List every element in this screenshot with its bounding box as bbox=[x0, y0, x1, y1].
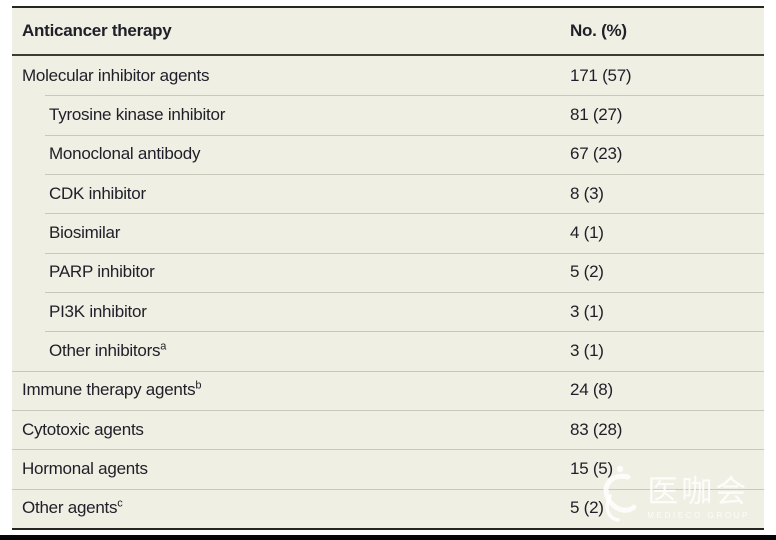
header-anticancer-therapy: Anticancer therapy bbox=[22, 21, 172, 40]
anticancer-therapy-table: Anticancer therapy No. (%) Molecular inh… bbox=[12, 6, 764, 530]
row-value: 24 (8) bbox=[570, 380, 613, 400]
row-label-text: Cytotoxic agents bbox=[22, 419, 144, 439]
row-label-text: Molecular inhibitor agents bbox=[22, 65, 210, 85]
table-row: Molecular inhibitor agents 171 (57) bbox=[12, 56, 764, 95]
row-label-sup: b bbox=[195, 379, 202, 392]
table-row: Other agentsc 5 (2) bbox=[12, 488, 764, 528]
table-header-row: Anticancer therapy No. (%) bbox=[12, 8, 764, 56]
row-label: PARP inhibitor bbox=[12, 262, 570, 282]
row-label-sup: a bbox=[160, 340, 167, 353]
row-value: 3 (1) bbox=[570, 340, 604, 360]
row-value: 83 (28) bbox=[570, 419, 623, 439]
row-label: Molecular inhibitor agents bbox=[12, 66, 570, 86]
row-label-text: Tyrosine kinase inhibitor bbox=[49, 104, 226, 124]
table-row: CDK inhibitor 8 (3) bbox=[12, 173, 764, 213]
row-label-text: Other agents bbox=[22, 498, 118, 518]
row-label-text: PI3K inhibitor bbox=[49, 301, 147, 321]
table-row: Hormonal agents 15 (5) bbox=[12, 449, 764, 488]
row-label: CDK inhibitor bbox=[12, 184, 570, 204]
row-value: 171 (57) bbox=[570, 65, 632, 85]
row-value: 4 (1) bbox=[570, 222, 604, 242]
table-row: Other inhibitorsa 3 (1) bbox=[12, 331, 764, 370]
table-row: Cytotoxic agents 83 (28) bbox=[12, 409, 764, 449]
row-label-text: PARP inhibitor bbox=[49, 262, 155, 282]
row-label-text: CDK inhibitor bbox=[49, 183, 146, 203]
row-label-text: Immune therapy agents bbox=[22, 380, 196, 400]
row-value: 15 (5) bbox=[570, 458, 613, 478]
row-label: Immune therapy agentsb bbox=[12, 380, 570, 400]
row-value: 81 (27) bbox=[570, 104, 623, 124]
table-row: PARP inhibitor 5 (2) bbox=[12, 252, 764, 292]
table-body: Molecular inhibitor agents 171 (57) Tyro… bbox=[12, 56, 764, 528]
row-label: Other agentsc bbox=[12, 498, 570, 518]
row-label: Hormonal agents bbox=[12, 459, 570, 479]
row-label-text: Other inhibitors bbox=[49, 340, 161, 360]
row-value: 8 (3) bbox=[570, 183, 604, 203]
table-row: Tyrosine kinase inhibitor 81 (27) bbox=[12, 95, 764, 134]
row-label: PI3K inhibitor bbox=[12, 302, 570, 322]
row-value: 67 (23) bbox=[570, 144, 623, 164]
table-row: Monoclonal antibody 67 (23) bbox=[12, 134, 764, 174]
row-label-sup: c bbox=[117, 497, 123, 510]
row-value: 3 (1) bbox=[570, 301, 604, 321]
row-label: Tyrosine kinase inhibitor bbox=[12, 105, 570, 125]
table-row: PI3K inhibitor 3 (1) bbox=[12, 291, 764, 331]
row-label-text: Biosimilar bbox=[49, 222, 121, 242]
row-label: Biosimilar bbox=[12, 223, 570, 243]
table-row: Biosimilar 4 (1) bbox=[12, 213, 764, 252]
row-value: 5 (2) bbox=[570, 498, 604, 518]
row-label-text: Hormonal agents bbox=[22, 458, 148, 478]
row-label: Monoclonal antibody bbox=[12, 144, 570, 164]
table-row: Immune therapy agentsb 24 (8) bbox=[12, 370, 764, 410]
row-label-text: Monoclonal antibody bbox=[49, 144, 201, 164]
header-no-percent: No. (%) bbox=[570, 21, 627, 40]
row-value: 5 (2) bbox=[570, 262, 604, 282]
row-label: Other inhibitorsa bbox=[12, 341, 570, 361]
row-label: Cytotoxic agents bbox=[12, 420, 570, 440]
bottom-bar bbox=[0, 535, 776, 540]
